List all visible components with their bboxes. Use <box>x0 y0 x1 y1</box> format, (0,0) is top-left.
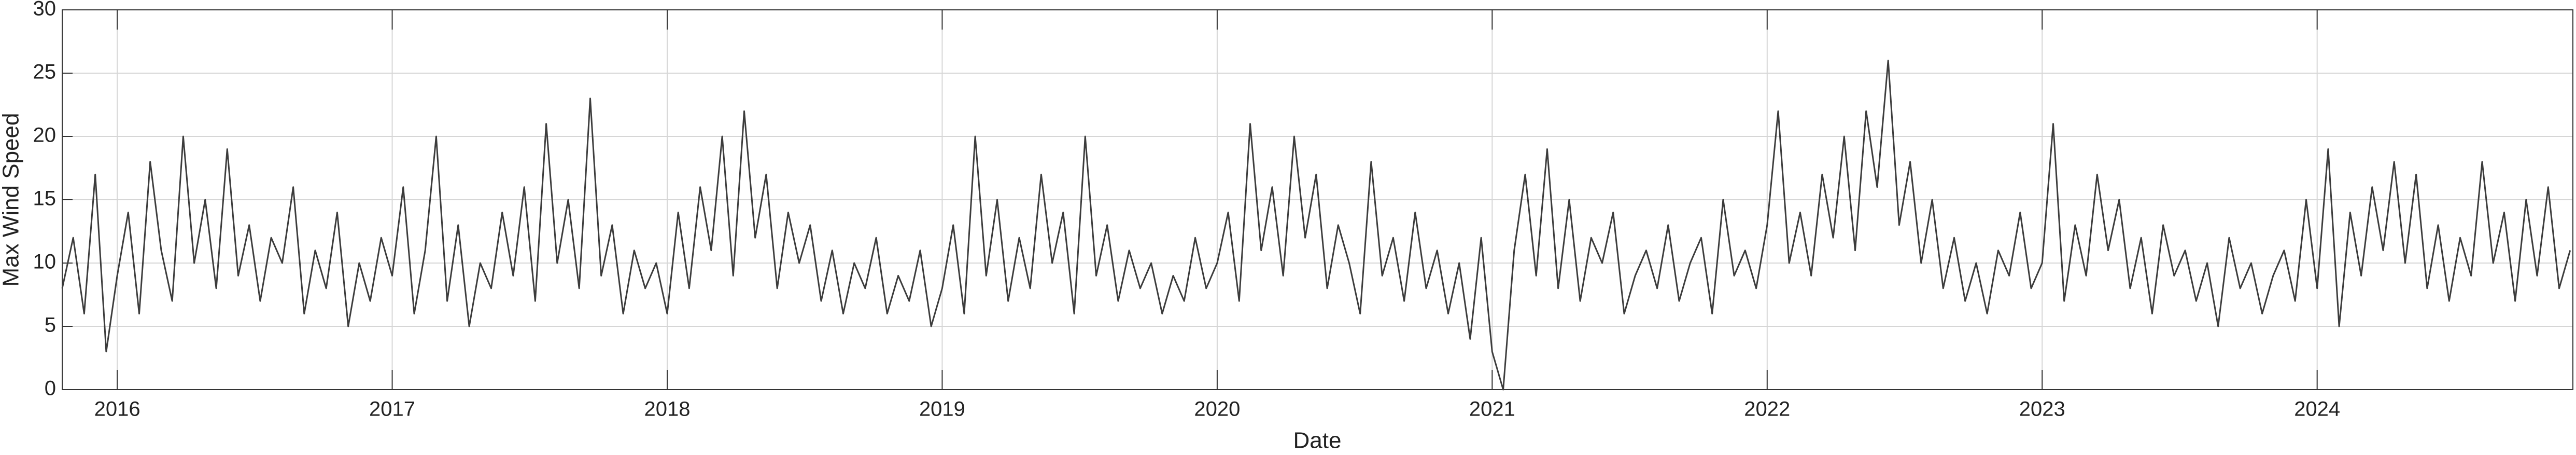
x-tick-label: 2022 <box>1744 398 1790 421</box>
y-tick-label: 5 <box>45 314 56 337</box>
plot-frame <box>62 9 2573 390</box>
y-tick-label: 10 <box>33 251 57 273</box>
x-tick-label: 2016 <box>94 398 140 421</box>
x-tick-label: 2020 <box>1194 398 1240 421</box>
y-tick-label: 30 <box>33 0 57 20</box>
y-tick-label: 20 <box>33 124 57 147</box>
x-tick-label: 2018 <box>644 398 690 421</box>
x-tick-label: 2017 <box>369 398 415 421</box>
x-tick-label: 2024 <box>2294 398 2340 421</box>
x-tick-label: 2019 <box>919 398 965 421</box>
x-tick-label: 2021 <box>1469 398 1515 421</box>
y-tick-label: 15 <box>33 187 57 210</box>
y-axis-title: Max Wind Speed <box>0 113 24 286</box>
y-tick-label: 25 <box>33 61 57 84</box>
x-tick-label: 2023 <box>2019 398 2065 421</box>
y-tick-label: 0 <box>45 377 56 400</box>
x-axis-title: Date <box>1293 428 1342 453</box>
data-line <box>61 60 2571 391</box>
